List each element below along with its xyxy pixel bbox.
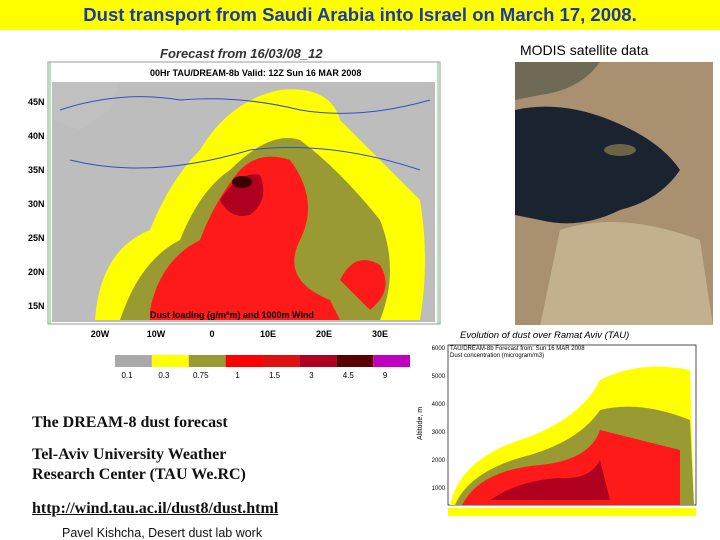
y-tick-label: 3000: [432, 430, 446, 436]
lat-label: 20N: [28, 267, 45, 277]
colorbar-swatch: [151, 355, 189, 367]
y-tick-label: 6000: [432, 346, 446, 352]
colorbar-swatch: [188, 355, 226, 367]
profile-line1: TAU/DREAM-8b Forecast from: Sun 16 MAR 2…: [450, 346, 585, 352]
y-tick-label: 1000: [432, 486, 446, 492]
map-header: Forecast from 16/03/08_12: [160, 46, 323, 61]
dust-red: [150, 156, 340, 320]
satellite-sea: [515, 106, 680, 224]
profile-title: Evolution of dust over Ramat Aviv (TAU): [460, 330, 629, 341]
lat-label: 15N: [28, 301, 45, 311]
colorbar-swatch: [262, 355, 300, 367]
colorbar-label: 0.1: [121, 371, 133, 380]
map-footer: Dust loading (g/m*m) and 1000m Wind: [150, 310, 314, 320]
colorbar-swatch: [115, 355, 152, 367]
map-region: [52, 82, 120, 130]
lon-label: 20W: [91, 329, 110, 339]
coastline: [69, 147, 421, 171]
colorbar-label: 0.75: [193, 371, 209, 380]
colorbar-swatch: [299, 355, 337, 367]
text-line: Research Center (TAU We.RC): [32, 466, 246, 483]
map-subheader: 00Hr TAU/DREAM-8b Valid: 12Z Sun 16 MAR …: [150, 68, 361, 78]
colorbar-swatch: [336, 355, 374, 367]
text-line: Tel-Aviv University Weather: [32, 446, 227, 463]
profile-bar: [448, 508, 696, 516]
credit: Pavel Kishcha, Desert dust lab work: [62, 526, 263, 540]
colorbar-swatch: [225, 355, 263, 367]
colorbar-swatch: [373, 355, 410, 367]
colorbar-label: 1.5: [269, 371, 281, 380]
profile-chart: Evolution of dust over Ramat Aviv (TAU) …: [415, 325, 715, 535]
satellite-land-north: [515, 62, 600, 100]
dust-plume: [540, 222, 713, 326]
profile-y-label: Altitude, m: [417, 407, 424, 440]
cyprus: [604, 144, 636, 156]
y-tick-label: 4000: [432, 402, 446, 408]
lon-label: 0: [209, 329, 214, 339]
lat-label: 25N: [28, 233, 45, 243]
y-tick-label: 2000: [432, 458, 446, 464]
lat-label: 45N: [28, 97, 45, 107]
profile-line2: Dust concentration (microgram/m3): [450, 353, 544, 359]
lon-label: 20E: [316, 329, 332, 339]
satellite-image: [515, 62, 713, 326]
colorbar-label: 0.3: [158, 371, 170, 380]
lat-label: 40N: [28, 131, 45, 141]
colorbar-label: 3: [309, 371, 314, 380]
lat-label: 30N: [28, 199, 45, 209]
lon-label: 30E: [372, 329, 388, 339]
coastline: [59, 96, 431, 114]
colorbar-label: 1: [235, 371, 240, 380]
dust-dark-red: [220, 174, 264, 216]
slide-title: Dust transport from Saudi Arabia into Is…: [0, 0, 720, 30]
lat-label: 35N: [28, 165, 45, 175]
dust-red-2: [340, 260, 386, 310]
profile-dark: [490, 460, 610, 500]
text-line: The DREAM-8 dust forecast: [32, 414, 228, 431]
forecast-map: Forecast from 16/03/08_12 00Hr TAU/DREAM…: [28, 46, 441, 380]
lon-label: 10W: [147, 329, 166, 339]
profile-red: [462, 430, 680, 505]
y-tick-label: 5000: [432, 374, 446, 380]
link[interactable]: http://wind.tau.ac.il/dust8/dust.html: [32, 500, 279, 517]
colorbar-label: 4.5: [343, 371, 355, 380]
satellite-caption: MODIS satellite data: [520, 42, 649, 58]
domain-border: [49, 62, 439, 324]
colorbar-label: 9: [383, 371, 388, 380]
lon-label: 10E: [260, 329, 276, 339]
dust-core: [232, 176, 252, 188]
